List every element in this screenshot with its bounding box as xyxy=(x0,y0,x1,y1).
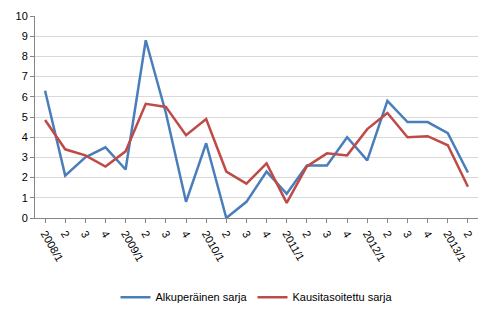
svg-text:2: 2 xyxy=(139,228,152,239)
svg-text:7: 7 xyxy=(22,70,28,82)
svg-text:2012/1: 2012/1 xyxy=(361,228,388,263)
svg-text:10: 10 xyxy=(16,10,28,22)
svg-text:2013/1: 2013/1 xyxy=(441,228,468,263)
svg-text:4: 4 xyxy=(341,228,354,239)
svg-text:4: 4 xyxy=(99,228,112,239)
svg-text:1: 1 xyxy=(22,192,28,204)
svg-text:3: 3 xyxy=(320,228,333,239)
svg-text:Kausitasoitettu sarja: Kausitasoitettu sarja xyxy=(292,291,392,303)
svg-text:2010/1: 2010/1 xyxy=(200,228,227,263)
svg-text:9: 9 xyxy=(22,30,28,42)
svg-text:3: 3 xyxy=(79,228,92,239)
svg-text:4: 4 xyxy=(180,228,193,239)
svg-text:2: 2 xyxy=(381,228,394,239)
svg-text:2: 2 xyxy=(461,228,474,239)
svg-text:5: 5 xyxy=(22,111,28,123)
svg-text:2011/1: 2011/1 xyxy=(280,228,307,262)
svg-text:3: 3 xyxy=(401,228,414,239)
svg-text:2008/1: 2008/1 xyxy=(39,228,66,263)
svg-text:3: 3 xyxy=(240,228,253,239)
svg-text:4: 4 xyxy=(260,228,273,239)
svg-text:6: 6 xyxy=(22,91,28,103)
svg-text:2: 2 xyxy=(59,228,72,239)
svg-text:2: 2 xyxy=(220,228,233,239)
svg-text:3: 3 xyxy=(159,228,172,239)
svg-text:8: 8 xyxy=(22,50,28,62)
svg-text:4: 4 xyxy=(22,131,28,143)
svg-text:4: 4 xyxy=(421,228,434,239)
svg-text:2009/1: 2009/1 xyxy=(119,228,146,263)
svg-text:Alkuperäinen sarja: Alkuperäinen sarja xyxy=(156,291,248,303)
svg-text:0: 0 xyxy=(22,212,28,224)
svg-text:2: 2 xyxy=(300,228,313,239)
svg-text:2: 2 xyxy=(22,171,28,183)
svg-text:3: 3 xyxy=(22,151,28,163)
